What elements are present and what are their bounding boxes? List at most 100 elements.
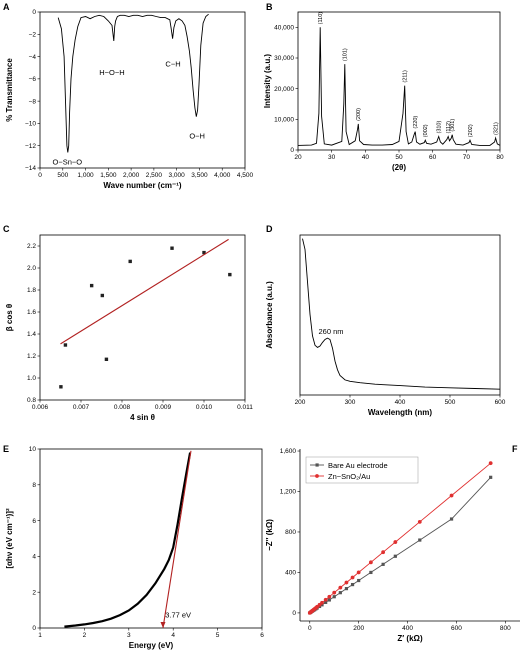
x-axis-label: Z′ (kΩ) (397, 634, 423, 643)
panel-label: E (3, 444, 9, 454)
data-point (228, 272, 232, 277)
peak-label: (202) (468, 124, 474, 137)
series-line-0 (64, 452, 192, 628)
peak-label: (101) (343, 48, 349, 61)
x-tick-label: 70 (463, 154, 471, 161)
x-axis-label: Wave number (cm⁻¹) (103, 181, 181, 190)
y-tick-label: −4 (29, 54, 37, 61)
plot-frame (299, 234, 501, 396)
data-point (381, 562, 385, 566)
x-axis-label: Wavelength (nm) (368, 408, 432, 417)
x-tick-label: 80 (496, 154, 504, 161)
x-tick-label: 800 (500, 625, 511, 632)
data-point (332, 595, 336, 599)
y-tick-label: 800 (285, 529, 296, 536)
annotation: 3.77 eV (165, 611, 191, 620)
y-tick-label: −14 (25, 165, 36, 172)
data-point (320, 603, 324, 607)
y-tick-label: 1.0 (27, 375, 36, 382)
x-tick-label: 20 (294, 154, 302, 161)
x-tick-label: 200 (353, 625, 364, 632)
peak-label: (321) (493, 122, 499, 135)
annotation: O−Sn−O (53, 157, 83, 166)
data-point (418, 538, 422, 542)
x-tick-label: 0.008 (114, 404, 131, 411)
peak-label: (211) (403, 70, 409, 83)
data-point (202, 250, 206, 255)
y-tick-label: 4 (32, 554, 36, 561)
data-point (327, 594, 332, 599)
data-point (488, 461, 493, 466)
y-tick-label: 6 (32, 518, 36, 525)
peak-label: (310) (437, 120, 443, 133)
data-point (338, 585, 343, 590)
panel-a: A 0 500 1,000 1,500 2,000 2,500 3,000 3,500 4,000… (3, 2, 254, 190)
data-point (369, 570, 373, 575)
series-line-0 (309, 476, 492, 614)
peak-label: (200) (356, 108, 362, 121)
data-point (417, 519, 422, 524)
y-tick-label: 1,600 (280, 448, 297, 455)
x-tick-label: 0.010 (196, 404, 213, 411)
x-tick-label: 60 (429, 154, 437, 161)
data-point (350, 575, 355, 580)
x-tick-label: 0.009 (155, 404, 172, 411)
plot-frame (39, 234, 246, 401)
peak-label: (220) (413, 116, 419, 129)
x-tick-label: 4,500 (237, 172, 254, 179)
x-axis-label: Energy (eV) (129, 641, 174, 650)
y-tick-label: 400 (285, 570, 296, 577)
x-tick-label: 4,000 (214, 172, 231, 179)
y-tick-label: 20,000 (274, 86, 294, 93)
x-tick-label: 500 (57, 172, 68, 179)
y-tick-label: 40,000 (274, 25, 294, 32)
x-tick-label: 5 (216, 632, 220, 639)
y-tick-label: 0 (32, 625, 36, 632)
y-axis-label: [αhν (eV cm⁻¹)]² (5, 508, 14, 569)
y-tick-label: 2.2 (27, 243, 36, 250)
series-line-0 (297, 27, 501, 146)
data-point (100, 293, 105, 298)
x-tick-label: 1,000 (77, 172, 94, 179)
peak-label: (301) (450, 119, 456, 132)
x-tick-label: 0 (308, 625, 312, 632)
panel-d: D 200 300 400 500 600 Wavelength (nm) Absorbanc… (265, 224, 506, 417)
y-tick-label: 0 (290, 147, 294, 154)
x-tick-label: 2 (83, 632, 87, 639)
x-tick-label: 500 (445, 399, 456, 406)
data-point (344, 580, 349, 585)
annotation: O−H (189, 132, 205, 141)
y-axis-label: −Z″ (kΩ) (265, 519, 274, 551)
x-axis-label: 4 sin θ (130, 413, 155, 422)
series-line-0 (302, 238, 501, 390)
data-point (368, 560, 373, 565)
x-axis-label: (2θ) (392, 163, 406, 172)
data-point (381, 550, 386, 555)
annotation: C−H (165, 59, 180, 68)
y-tick-label: −8 (29, 98, 37, 105)
x-tick-label: 6 (260, 632, 264, 639)
series-line-0 (57, 13, 209, 153)
panel-c: C 0.006 0.007 0.008 0.009 0.010 0.011 0.8 1.0 1.2… (3, 224, 253, 422)
x-tick-label: 400 (402, 625, 413, 632)
y-tick-label: 1.8 (27, 287, 36, 294)
tangent-line (162, 450, 192, 629)
x-tick-label: 30 (328, 154, 336, 161)
y-tick-label: 10 (29, 446, 37, 453)
annotation: 260 nm (318, 327, 343, 336)
data-point (104, 357, 109, 361)
x-tick-label: 50 (395, 154, 403, 161)
series-line-1 (309, 462, 491, 614)
y-tick-label: 0 (32, 9, 36, 16)
panel-label: F (512, 444, 518, 454)
panel-b: B 20 30 40 50 60 70 80 0 10,000 20,000 30,000 40,000… (263, 2, 504, 172)
data-point (170, 246, 174, 250)
legend (305, 456, 419, 484)
data-point (327, 598, 331, 602)
x-tick-label: 2,000 (123, 172, 140, 179)
data-point (338, 591, 342, 595)
data-point (357, 578, 361, 583)
y-axis-label: Intensity (a.u.) (263, 54, 272, 109)
y-tick-label: −2 (29, 31, 37, 38)
